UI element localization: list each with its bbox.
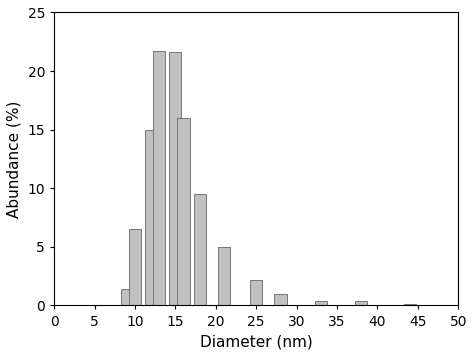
Bar xyxy=(121,289,133,305)
Bar xyxy=(355,302,367,305)
Bar xyxy=(177,118,190,305)
X-axis label: Diameter (nm): Diameter (nm) xyxy=(200,334,313,349)
Bar xyxy=(218,247,230,305)
Bar xyxy=(274,294,287,305)
Bar xyxy=(153,51,165,305)
Bar xyxy=(315,301,327,305)
Bar xyxy=(404,304,416,305)
Bar xyxy=(193,194,206,305)
Bar xyxy=(250,280,262,305)
Bar xyxy=(129,229,141,305)
Y-axis label: Abundance (%): Abundance (%) xyxy=(7,100,22,218)
Bar xyxy=(169,52,182,305)
Bar xyxy=(145,130,157,305)
